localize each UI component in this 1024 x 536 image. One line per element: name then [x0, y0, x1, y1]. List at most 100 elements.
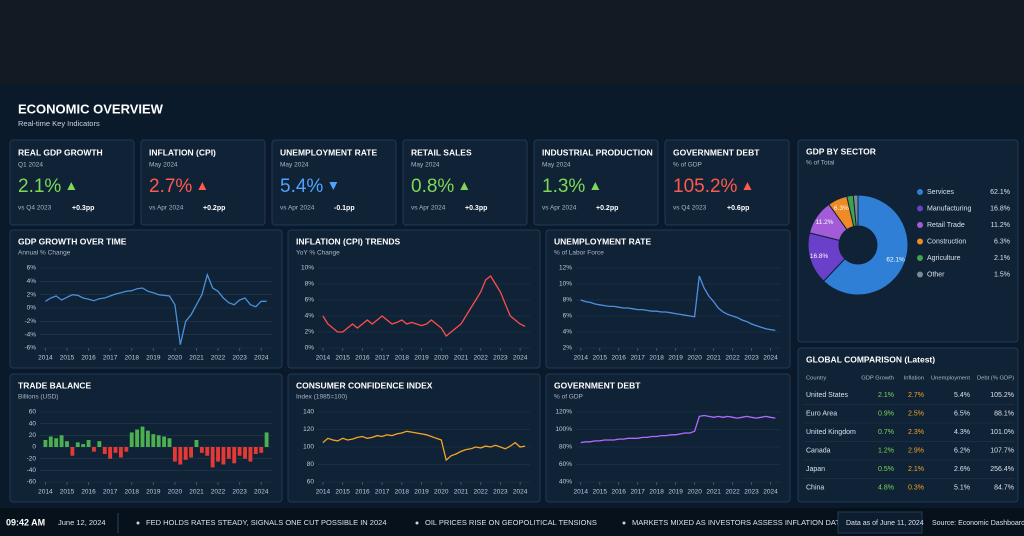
x-tick-label: 2019 — [146, 355, 161, 362]
y-tick-label: 60 — [307, 479, 315, 486]
pie-slice — [822, 194, 909, 296]
ticker-bullet — [622, 521, 626, 525]
kpi-period: May 2024 — [280, 162, 309, 169]
y-tick-label: -4% — [24, 331, 36, 338]
chart-subtitle: Billions (USD) — [18, 394, 58, 401]
legend-value: 16.8% — [990, 205, 1010, 212]
x-tick-label: 2020 — [687, 355, 702, 362]
y-tick-label: 8% — [563, 297, 573, 304]
x-tick-label: 2015 — [335, 489, 350, 496]
bar — [43, 440, 48, 447]
ticker-as-of: Data as of June 11, 2024 — [846, 520, 924, 527]
legend-label: Retail Trade — [927, 222, 965, 229]
y-tick-label: 0% — [305, 345, 315, 352]
x-tick-label: 2024 — [763, 489, 778, 496]
legend-value: 1.5% — [994, 271, 1010, 278]
bar — [59, 435, 64, 447]
ticker-date: June 12, 2024 — [58, 518, 106, 527]
x-tick-label: 2020 — [168, 489, 183, 496]
legend-swatch — [917, 205, 923, 212]
kpi-change: +0.6pp — [727, 205, 749, 212]
legend-label: Manufacturing — [927, 205, 971, 212]
panel — [402, 139, 528, 226]
bar — [253, 447, 258, 454]
bar — [108, 447, 113, 459]
bar — [216, 447, 220, 462]
kpi-value: 2.1% — [18, 176, 61, 197]
page-subtitle: Real-time Key Indicators — [18, 119, 100, 128]
y-tick-label: 60% — [559, 461, 572, 468]
x-tick-label: 2016 — [611, 355, 626, 362]
table-cell: 4.8% — [878, 484, 894, 491]
kpi-comparison: vs Apr 2024 — [542, 205, 577, 212]
x-tick-label: 2023 — [232, 489, 247, 496]
table-cell: 5.1% — [954, 484, 970, 491]
table-cell: Japan — [806, 466, 825, 473]
x-tick-label: 2021 — [454, 355, 469, 362]
data-line — [45, 272, 267, 345]
y-tick-label: -60 — [27, 479, 37, 486]
kpi-change: +0.3pp — [72, 205, 94, 212]
x-tick-label: 2017 — [375, 489, 390, 496]
x-tick-label: 2024 — [513, 355, 528, 362]
x-tick-label: 2024 — [513, 489, 528, 496]
x-tick-label: 2017 — [630, 489, 645, 496]
x-tick-label: 2019 — [668, 355, 683, 362]
x-tick-label: 2019 — [414, 355, 429, 362]
x-tick-label: 2015 — [60, 355, 75, 362]
table-cell: 84.7% — [994, 484, 1014, 491]
legend-value: 11.2% — [991, 222, 1010, 229]
kpi-change: +0.2pp — [596, 205, 618, 212]
x-tick-label: 2024 — [763, 355, 778, 362]
panel — [140, 139, 266, 226]
y-tick-label: 10% — [301, 265, 314, 272]
bar — [167, 438, 172, 447]
bar — [54, 438, 59, 447]
trend-arrow — [329, 182, 338, 190]
y-tick-label: 40 — [29, 420, 37, 427]
legend-label: Other — [927, 271, 945, 278]
kpi-period: % of GDP — [673, 162, 702, 169]
bar — [113, 447, 118, 453]
trend-arrow — [591, 182, 600, 190]
bar — [75, 442, 80, 447]
y-tick-label: -6% — [24, 345, 36, 352]
bar — [210, 447, 215, 468]
y-tick-label: 6% — [305, 297, 315, 304]
x-tick-label: 2015 — [335, 355, 350, 362]
y-tick-label: 80 — [307, 461, 315, 468]
x-tick-label: 2015 — [60, 489, 75, 496]
table-cell: Euro Area — [806, 410, 837, 417]
kpi-value: 1.3% — [542, 176, 585, 197]
x-tick-label: 2018 — [124, 489, 139, 496]
x-tick-label: 2018 — [649, 355, 664, 362]
table-cell: Canada — [806, 447, 831, 454]
chart-title: TRADE BALANCE — [18, 380, 92, 390]
legend-value: 62.1% — [990, 189, 1010, 196]
bar — [226, 447, 231, 459]
chart-subtitle: Annual % Change — [18, 250, 71, 257]
x-tick-label: 2021 — [706, 489, 721, 496]
slice-label: 11.2% — [816, 219, 834, 226]
chart-subtitle: Index (1985=100) — [296, 394, 347, 401]
ticker-bullet — [136, 521, 140, 525]
kpi-comparison: vs Apr 2024 — [280, 205, 315, 212]
table-cell: 2.3% — [908, 429, 924, 436]
bar — [70, 447, 75, 456]
x-tick-label: 2024 — [254, 489, 269, 496]
ticker-box — [837, 511, 923, 534]
bar — [48, 436, 53, 447]
table-cell: 2.1% — [878, 392, 894, 399]
bar — [156, 435, 161, 447]
chart-subtitle: % of GDP — [554, 394, 583, 401]
x-tick-label: 2022 — [211, 355, 226, 362]
chart-title: INFLATION (CPI) TRENDS — [296, 236, 401, 246]
bar — [189, 447, 194, 458]
column-header: Inflation — [904, 376, 924, 382]
panel — [287, 229, 541, 369]
y-tick-label: 120% — [555, 409, 572, 416]
data-line — [322, 430, 526, 462]
x-tick-label: 2017 — [103, 355, 118, 362]
slice-label: 62.1% — [886, 257, 905, 264]
